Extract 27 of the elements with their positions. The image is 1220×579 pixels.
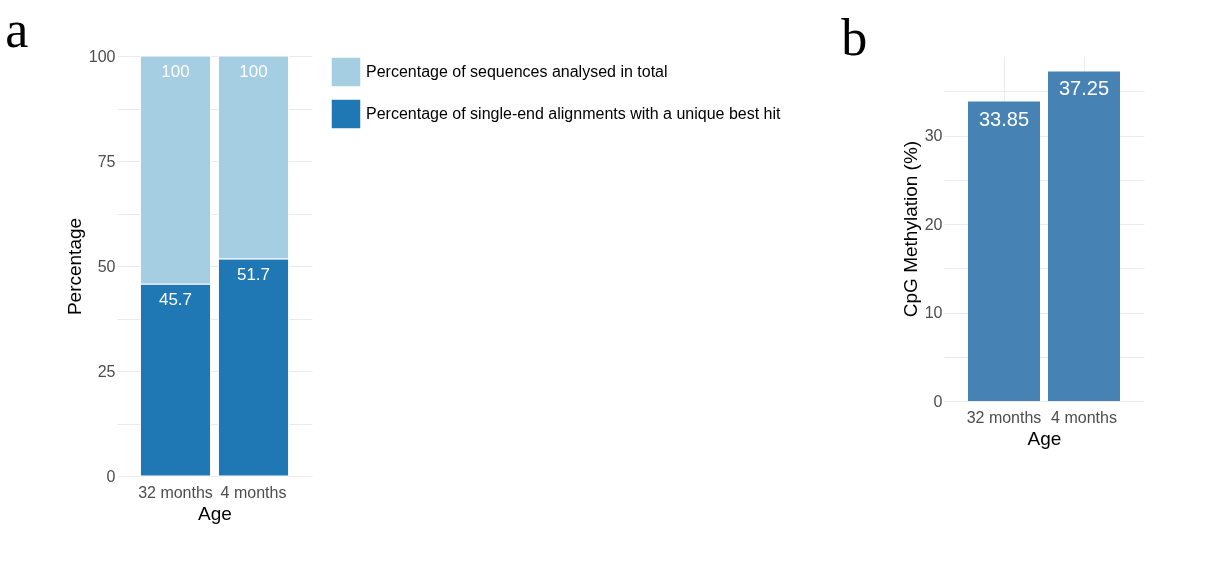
y-tick-label: 25 — [97, 362, 116, 380]
y-tick-label: 0 — [933, 392, 943, 410]
y-tick-label: 50 — [97, 257, 116, 275]
total-label: 100 — [239, 62, 268, 81]
y-axis-title: Percentage — [63, 217, 85, 316]
data-label: 33.85 — [978, 107, 1030, 130]
y-tick-label: 30 — [924, 127, 943, 145]
y-tick-label: 0 — [106, 467, 116, 485]
x-tick-label: 32 months — [138, 483, 213, 501]
data-label: 37.25 — [1058, 77, 1110, 100]
y-tick-label: 20 — [924, 215, 943, 233]
data-label: 45.7 — [158, 290, 193, 310]
y-tick-label: 10 — [924, 304, 943, 322]
x-tick-label: 4 months — [220, 483, 287, 501]
y-axis-title: CpG Methylation (%) — [899, 140, 921, 318]
y-tick-label: 75 — [97, 152, 116, 170]
data-label: 51.7 — [236, 264, 271, 284]
total-label: 100 — [161, 62, 190, 81]
x-axis-title: Age — [198, 502, 232, 524]
y-tick-label: 100 — [88, 47, 116, 65]
x-tick-label: 32 months — [966, 408, 1042, 426]
chart-title: a — [5, 1, 29, 58]
x-tick-label: 4 months — [1051, 408, 1117, 426]
chart-title: b — [841, 9, 868, 66]
legend-label: Percentage of single-end alignments with a unique best hit — [366, 105, 782, 122]
x-axis-title: Age — [1027, 427, 1062, 449]
legend-label: Percentage of sequences analysed in total — [366, 63, 668, 80]
